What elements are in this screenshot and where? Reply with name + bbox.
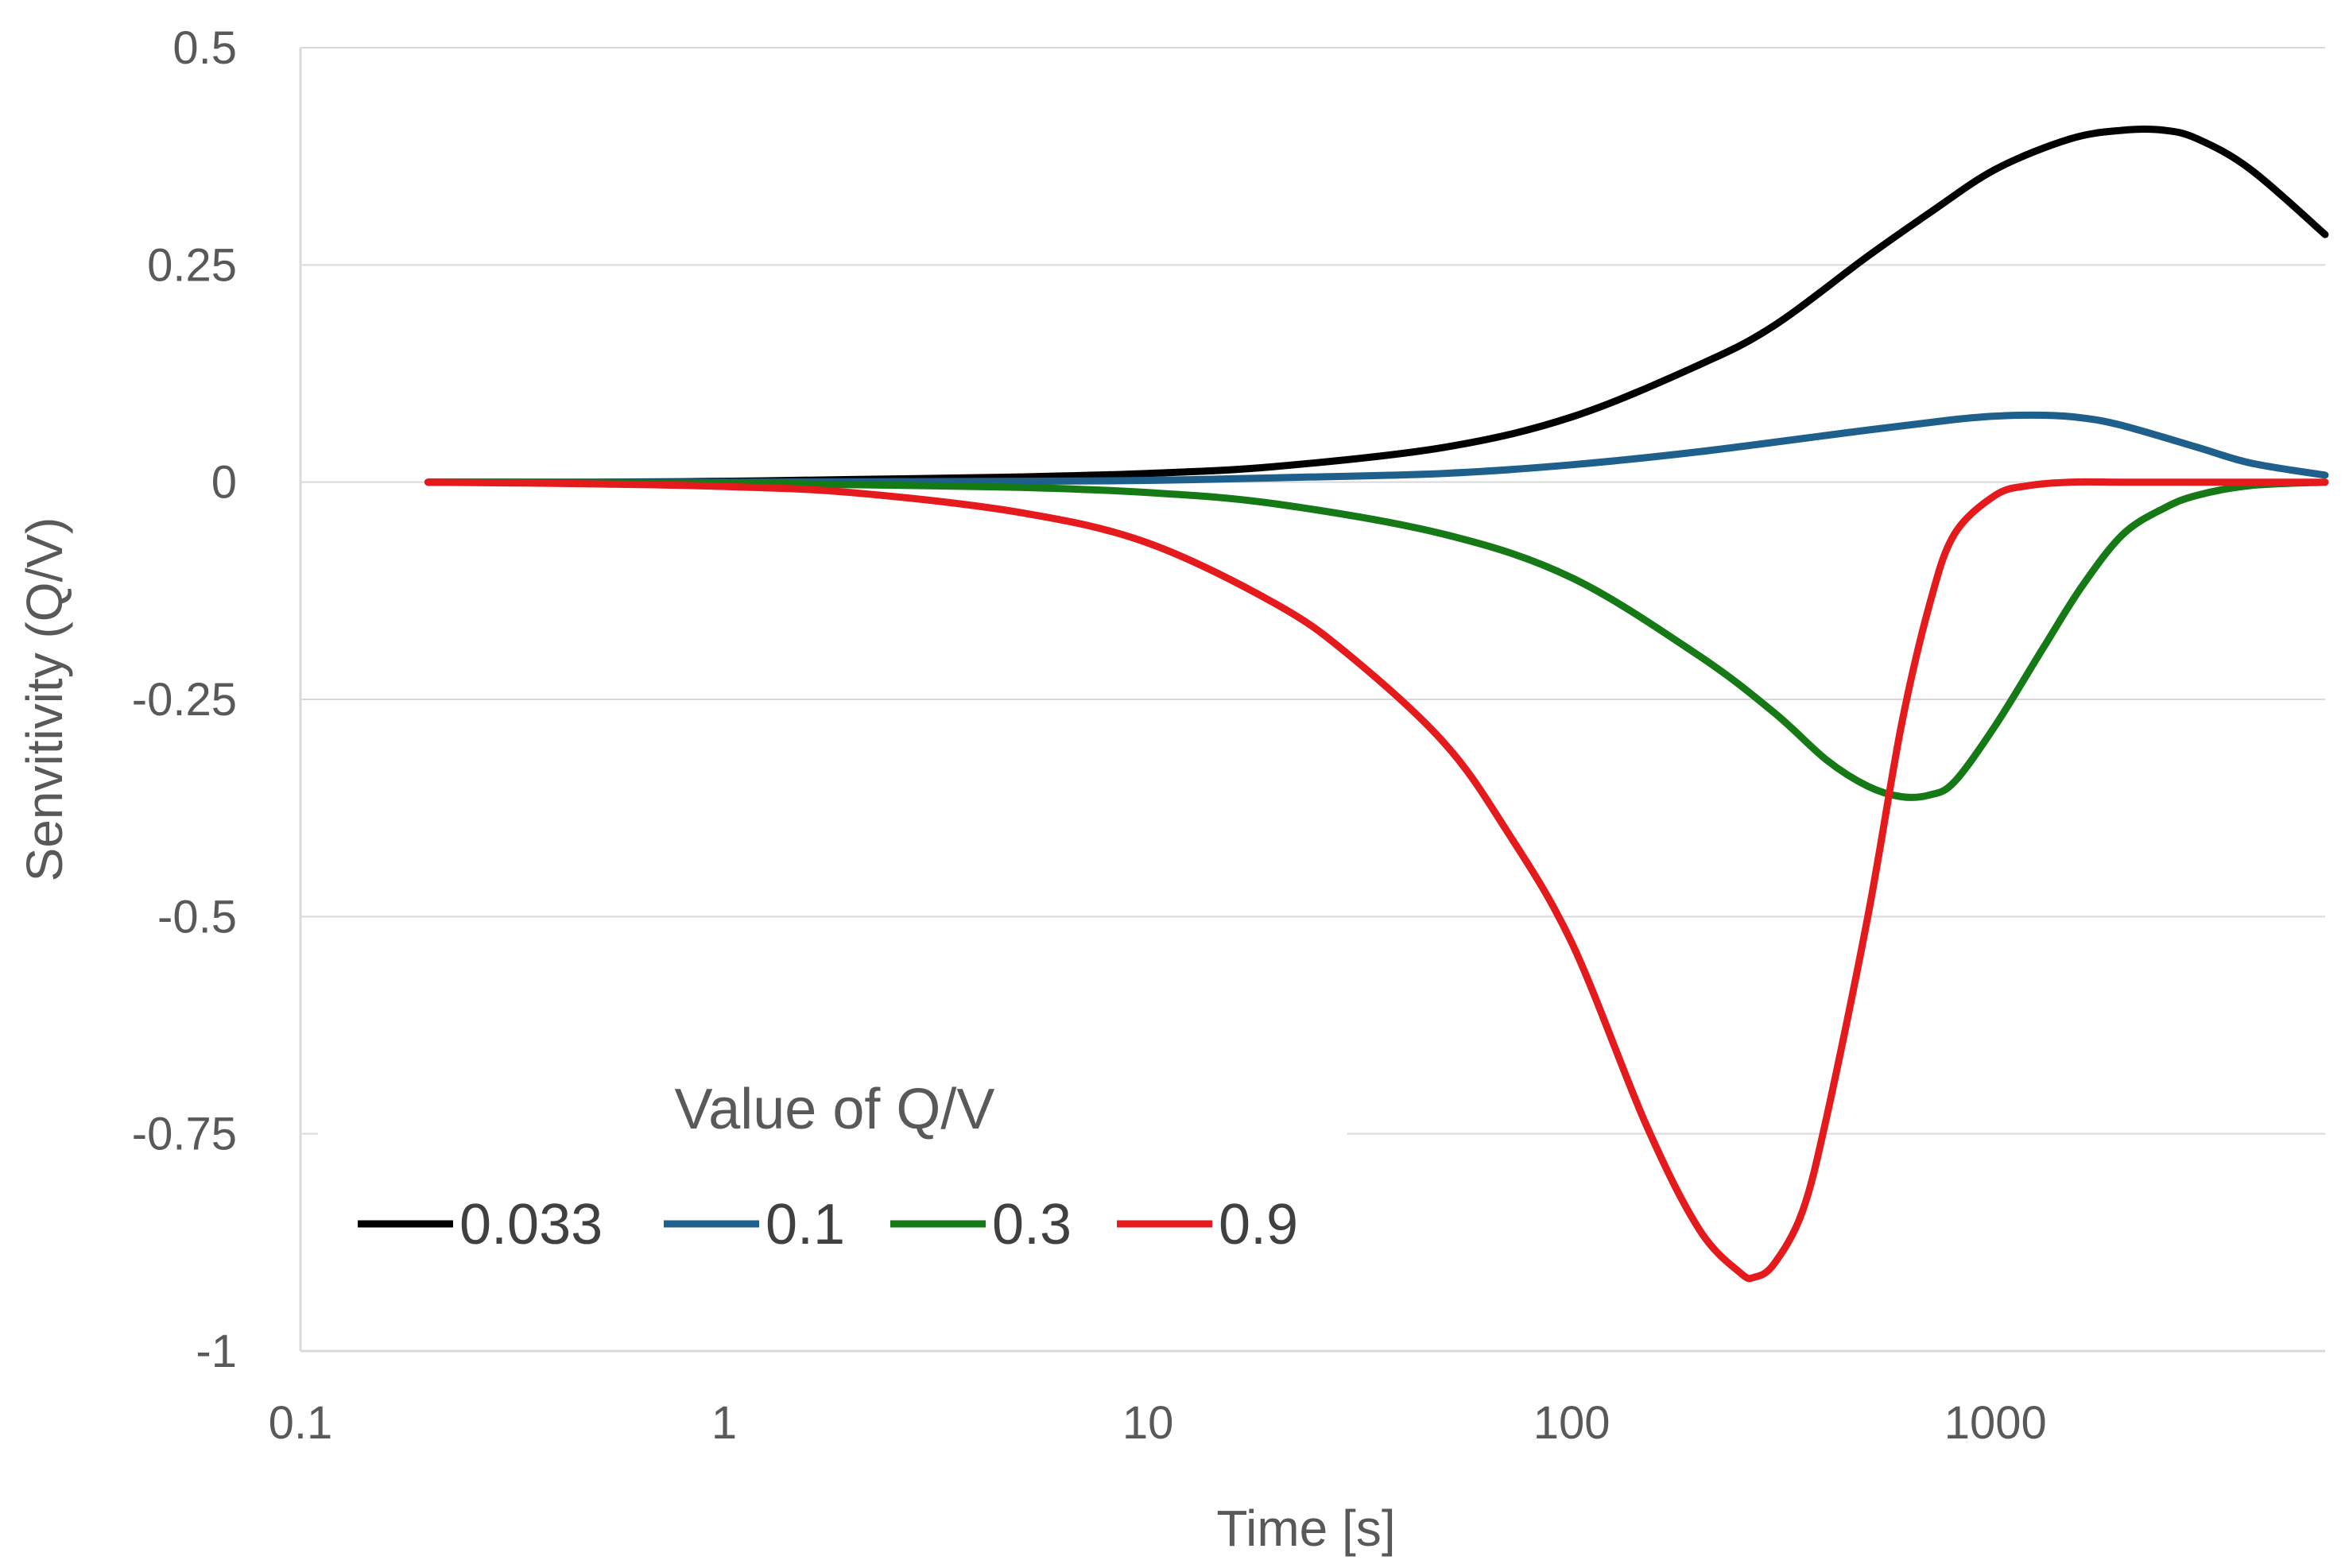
x-tick-label: 1000 [1944,1397,2047,1449]
x-tick-label: 1 [711,1397,737,1449]
series-line-1 [424,411,2329,486]
x-tick-label: 0.1 [269,1397,333,1449]
legend-title: Value of Q/V [675,1078,995,1141]
y-tick-label: 0.5 [172,22,237,74]
series-line-3 [424,478,2329,1283]
legend-label-0: 0.033 [459,1193,603,1256]
y-tick-label: 0.25 [147,239,237,291]
legend-background [318,1069,1347,1295]
y-tick-label: -1 [196,1326,237,1377]
series-lines [424,125,2329,1283]
x-tick-label: 100 [1533,1397,1610,1449]
y-tick-label: 0 [211,457,237,509]
x-tick-label: 10 [1122,1397,1174,1449]
legend-label-1: 0.1 [766,1193,845,1256]
legend-label-3: 0.9 [1219,1193,1298,1256]
legend-label-2: 0.3 [992,1193,1072,1256]
y-tick-label: -0.75 [132,1109,237,1160]
y-tick-label: -0.5 [157,891,237,943]
x-axis-title: Time [s] [1216,1500,1395,1557]
y-tick-label: -0.25 [132,674,237,726]
legend-entries: 0.033 0.1 0.3 0.9 [358,1193,1298,1256]
series-line-2 [424,478,2329,801]
y-tick-labels: 0.5 0.25 0 -0.25 -0.5 -0.75 -1 [132,22,237,1377]
y-axis-title: Senvitivity (Q/V) [16,517,73,882]
x-tick-labels: 0.1 1 10 100 1000 [269,1397,2047,1449]
